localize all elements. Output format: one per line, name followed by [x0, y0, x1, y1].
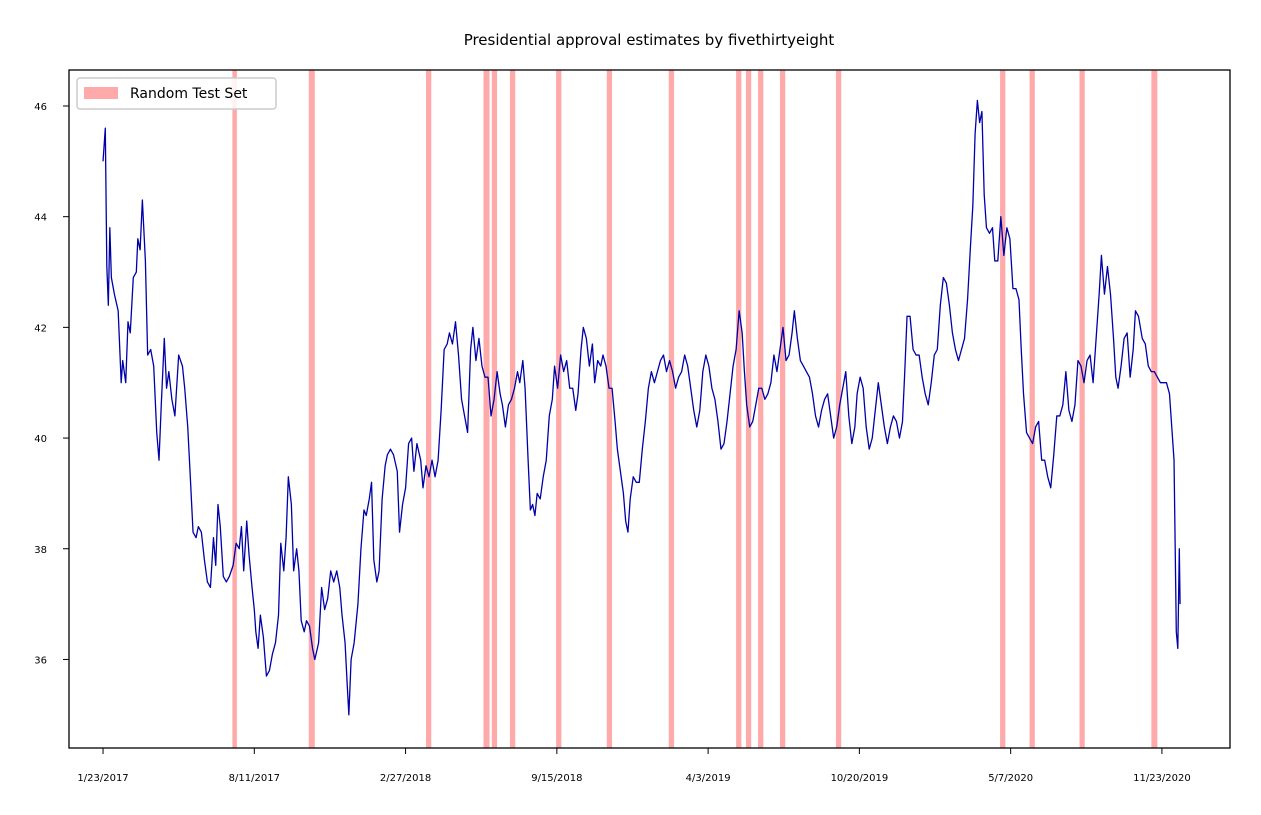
test-set-band-10: [736, 70, 742, 748]
plot-area-frame: [68, 69, 1231, 749]
test-set-band-8: [606, 70, 613, 748]
test-set-band-12: [758, 70, 764, 748]
legend: Random Test Set: [76, 77, 277, 110]
approval-line: [102, 99, 1181, 716]
test-set-band-11: [745, 70, 752, 748]
test-set-band-2: [308, 70, 315, 748]
test-set-band-9: [668, 70, 675, 748]
x-tick-label-6: 10/20/2019: [831, 773, 889, 784]
legend-label: Random Test Set: [130, 86, 248, 102]
y-tick-label-6: 46: [34, 102, 47, 113]
test-set-band-17: [1079, 70, 1085, 748]
y-tick-label-5: 44: [34, 213, 47, 224]
test-set-band-4: [483, 70, 490, 748]
x-tick-label-5: 4/3/2019: [686, 773, 731, 784]
x-tick-label-1: 1/23/2017: [77, 773, 128, 784]
y-tick-label-4: 42: [34, 323, 47, 334]
y-tick-label-1: 36: [34, 655, 47, 666]
x-tick-label-2: 8/11/2017: [229, 773, 280, 784]
test-set-band-13: [779, 70, 786, 748]
x-tick-label-7: 5/7/2020: [988, 773, 1033, 784]
y-tick-label-2: 38: [34, 545, 47, 556]
test-set-band-18: [1151, 70, 1158, 748]
y-axis: 36 38 40 42 44 46: [34, 102, 69, 666]
chart-title: Presidential approval estimates by fivet…: [464, 31, 835, 49]
test-set-band-15: [1000, 70, 1006, 748]
x-axis: 1/23/2017 8/11/2017 2/27/2018 9/15/2018 4/3/…: [77, 748, 1191, 784]
test-set-band-1: [232, 70, 237, 748]
x-tick-label-8: 11/23/2020: [1133, 773, 1191, 784]
y-tick-label-3: 40: [34, 434, 47, 445]
test-set-band-3: [426, 70, 432, 748]
test-set-band-16: [1029, 70, 1035, 748]
legend-swatch: [84, 87, 118, 99]
test-set-band-6: [509, 70, 516, 748]
test-set-band-7: [556, 70, 562, 748]
legend-box: [76, 77, 277, 110]
approval-series: [102, 99, 1181, 716]
x-tick-label-3: 2/27/2018: [380, 773, 431, 784]
test-set-band-5: [491, 70, 498, 748]
x-tick-label-4: 9/15/2018: [531, 773, 582, 784]
